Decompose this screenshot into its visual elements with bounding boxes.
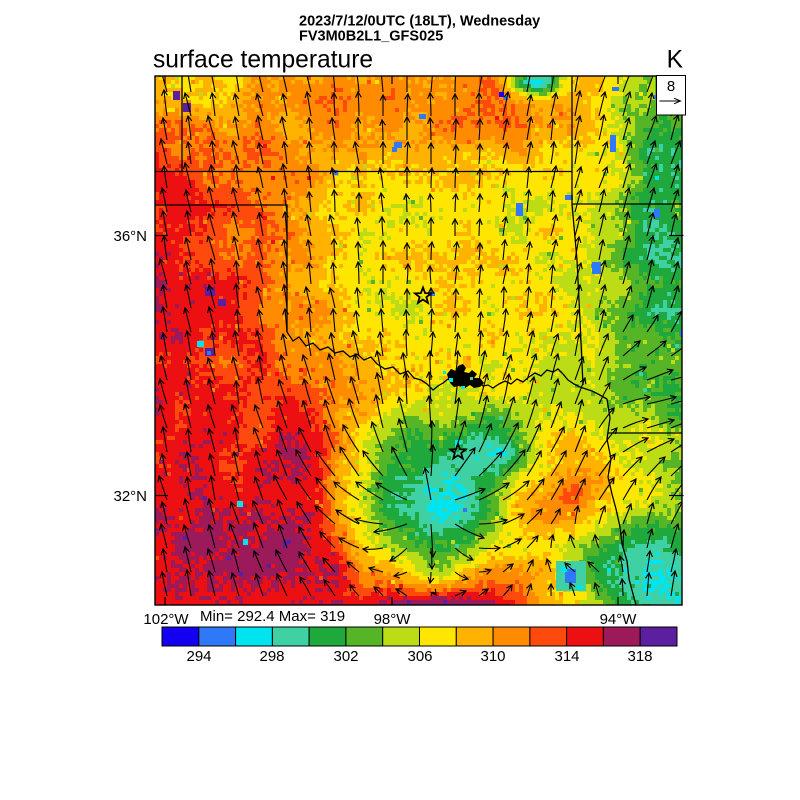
svg-text:FV3M0B2L1_GFS025: FV3M0B2L1_GFS025: [299, 29, 443, 45]
svg-text:310: 310: [480, 648, 505, 665]
svg-text:2023/7/12/0UTC (18LT), Wednesd: 2023/7/12/0UTC (18LT), Wednesday: [299, 14, 540, 30]
svg-text:102°W: 102°W: [143, 611, 189, 628]
svg-text:K: K: [667, 47, 684, 74]
svg-text:98°W: 98°W: [374, 611, 412, 628]
svg-text:Min= 292.4 Max= 319: Min= 292.4 Max= 319: [200, 608, 345, 625]
svg-text:318: 318: [627, 648, 652, 665]
svg-text:306: 306: [407, 648, 432, 665]
svg-text:298: 298: [259, 648, 284, 665]
svg-text:302: 302: [333, 648, 358, 665]
svg-text:8: 8: [667, 78, 675, 95]
svg-text:94°W: 94°W: [600, 611, 638, 628]
svg-text:36°N: 36°N: [113, 228, 147, 245]
svg-text:32°N: 32°N: [113, 488, 147, 505]
svg-text:surface temperature: surface temperature: [153, 47, 373, 74]
svg-text:294: 294: [186, 648, 211, 665]
svg-text:314: 314: [554, 648, 579, 665]
